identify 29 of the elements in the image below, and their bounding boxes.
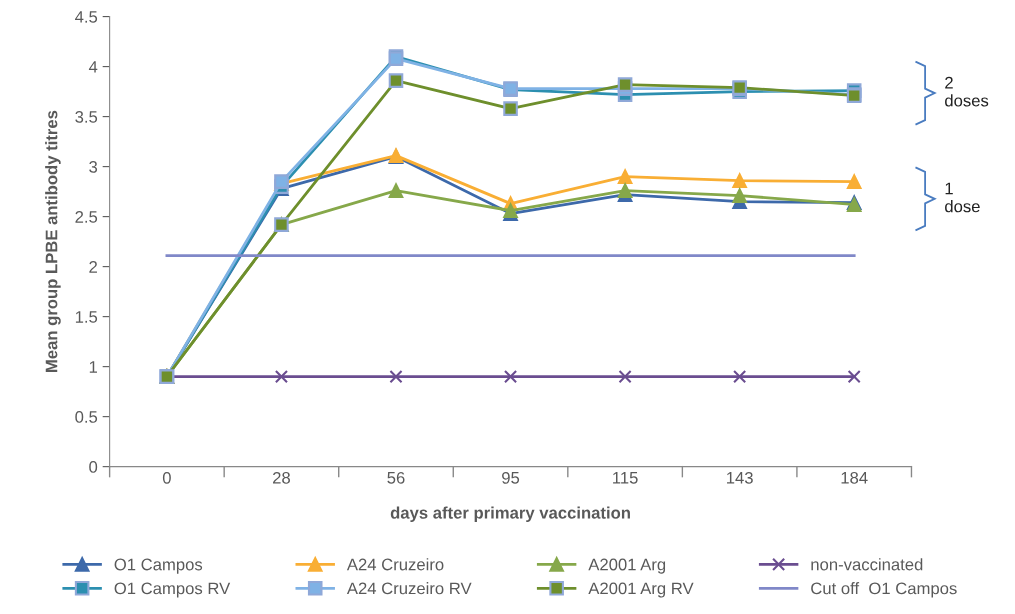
x-tick-label: 56	[387, 471, 405, 484]
x-tick-label: 95	[502, 471, 520, 484]
y-tick-label: 3	[89, 161, 98, 173]
y-tick-label: 0	[89, 461, 98, 473]
legend-label: A2001 Arg	[588, 558, 666, 574]
legend-label: O1 Campos	[114, 558, 203, 574]
y-tick-label: 4.5	[75, 11, 98, 23]
y-axis-title: Mean group LPBE antibody titres	[45, 110, 61, 372]
x-tick-label: 143	[727, 471, 753, 484]
y-tick-label: 4	[88, 61, 98, 73]
y-tick-label: 3.5	[75, 110, 98, 123]
text: 2 doses	[945, 76, 989, 107]
y-tick-label: 1	[89, 361, 97, 373]
x-tick-label: 0	[162, 471, 171, 484]
x-axis-title: days after primary vaccination	[390, 506, 630, 523]
legend-label: non-vaccinated	[811, 558, 923, 571]
text: 1 dose	[945, 182, 980, 213]
y-tick-label: 0.5	[75, 411, 98, 423]
legend-label: A2001 Arg RV	[588, 582, 694, 598]
y-tick-label: 1.5	[75, 311, 98, 323]
legend-label: Cut off O1 Campos	[811, 582, 957, 598]
y-tick-label: 2	[89, 261, 97, 273]
x-tick-label: 184	[841, 471, 868, 484]
x-tick-label: 115	[613, 472, 638, 484]
legend-label: A24 Cruzeiro	[346, 558, 444, 571]
legend-label: O1 Campos RV	[114, 582, 231, 598]
legend-label: A24 Cruzeiro RV	[346, 582, 472, 595]
y-tick-label: 2.5	[75, 211, 98, 223]
x-tick-label: 28	[273, 471, 290, 484]
